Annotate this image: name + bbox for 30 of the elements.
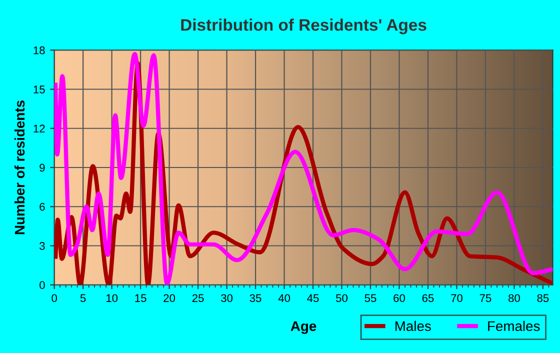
- legend-label: Males: [396, 320, 431, 332]
- x-tick-label: 40: [278, 294, 290, 302]
- x-tick-label: 5: [80, 294, 86, 302]
- y-tick-label: 3: [40, 242, 45, 250]
- x-tick-label: 60: [394, 294, 405, 302]
- y-tick-label: 15: [34, 86, 45, 94]
- x-tick-label: 70: [451, 294, 462, 302]
- x-tick-label: 80: [508, 294, 520, 302]
- x-tick-label: 85: [537, 294, 549, 302]
- x-tick-label: 10: [106, 294, 118, 302]
- y-tick-label: 9: [40, 164, 45, 172]
- x-tick-label: 0: [52, 294, 57, 302]
- x-tick-label: 15: [135, 294, 146, 302]
- x-tick-label: 30: [221, 294, 233, 302]
- x-tick-label: 50: [336, 294, 348, 302]
- legend-label: Females: [488, 320, 540, 332]
- x-tick-label: 20: [164, 294, 176, 302]
- x-tick-label: 45: [307, 294, 319, 302]
- x-tick-label: 25: [192, 294, 204, 302]
- y-tick-label: 6: [40, 202, 45, 211]
- x-tick-label: 75: [480, 294, 492, 302]
- y-tick-label: 18: [34, 46, 45, 54]
- chart-title: Distribution of Residents' Ages: [181, 18, 426, 34]
- x-tick-label: 35: [250, 294, 262, 302]
- x-axis-title: Age: [290, 321, 316, 334]
- y-tick-label: 0: [40, 281, 45, 290]
- y-tick-label: 12: [34, 124, 45, 132]
- x-tick-label: 65: [422, 294, 434, 302]
- x-tick-label: 55: [364, 294, 376, 302]
- y-axis-title: Number of residents: [14, 100, 25, 234]
